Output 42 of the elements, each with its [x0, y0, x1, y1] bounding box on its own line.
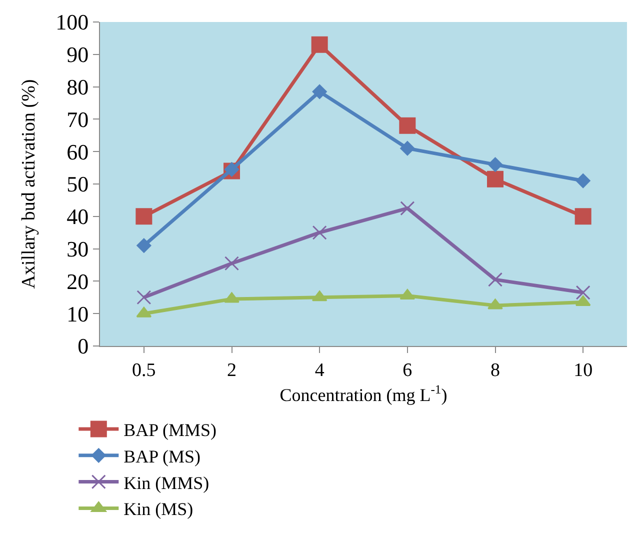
- y-tick-label: 90: [66, 42, 89, 68]
- legend-label: Kin (MMS): [124, 472, 210, 493]
- point: [488, 298, 503, 310]
- point: [399, 117, 416, 134]
- point: [576, 174, 590, 188]
- y-tick-label: 0: [78, 334, 89, 359]
- point: [312, 84, 327, 99]
- point: [487, 170, 504, 188]
- y-tick-label: 50: [66, 172, 89, 197]
- y-tick-label: 70: [66, 106, 89, 132]
- y-tick-label: 80: [66, 74, 89, 100]
- point: [576, 285, 590, 300]
- y-tick-label: 10: [66, 301, 89, 326]
- x-tick-label: 6: [402, 360, 412, 381]
- x-tick-label: 0.5: [132, 360, 156, 381]
- x-axis-title: Concentration (mg L$^{-1}$): [280, 382, 448, 405]
- point: [400, 141, 415, 156]
- legend-label: Kin (MS): [124, 499, 194, 520]
- y-tick-label: 30: [66, 236, 89, 262]
- point: [136, 208, 152, 225]
- y-tick-label: 100: [56, 10, 89, 35]
- point: [488, 272, 502, 287]
- point: [574, 208, 592, 225]
- y-tick-label: 40: [66, 204, 89, 230]
- point: [400, 201, 415, 216]
- point: [224, 162, 239, 177]
- x-tick-label: 2: [227, 360, 236, 381]
- point: [136, 238, 152, 253]
- y-tick-label: 60: [66, 139, 89, 164]
- legend-label: BAP (MMS): [124, 420, 217, 440]
- point: [224, 256, 239, 271]
- x-tick-label: 8: [490, 360, 500, 381]
- point: [311, 36, 328, 53]
- point: [488, 157, 502, 172]
- x-tick-label: 10: [574, 360, 593, 381]
- y-axis-title: Axillary bud activation (%): [18, 79, 40, 289]
- point: [224, 292, 240, 303]
- y-tick-label: 20: [66, 268, 89, 294]
- point: [136, 290, 152, 305]
- legend-label: BAP (MS): [124, 446, 201, 466]
- point: [312, 225, 327, 240]
- x-tick-label: 4: [314, 360, 325, 381]
